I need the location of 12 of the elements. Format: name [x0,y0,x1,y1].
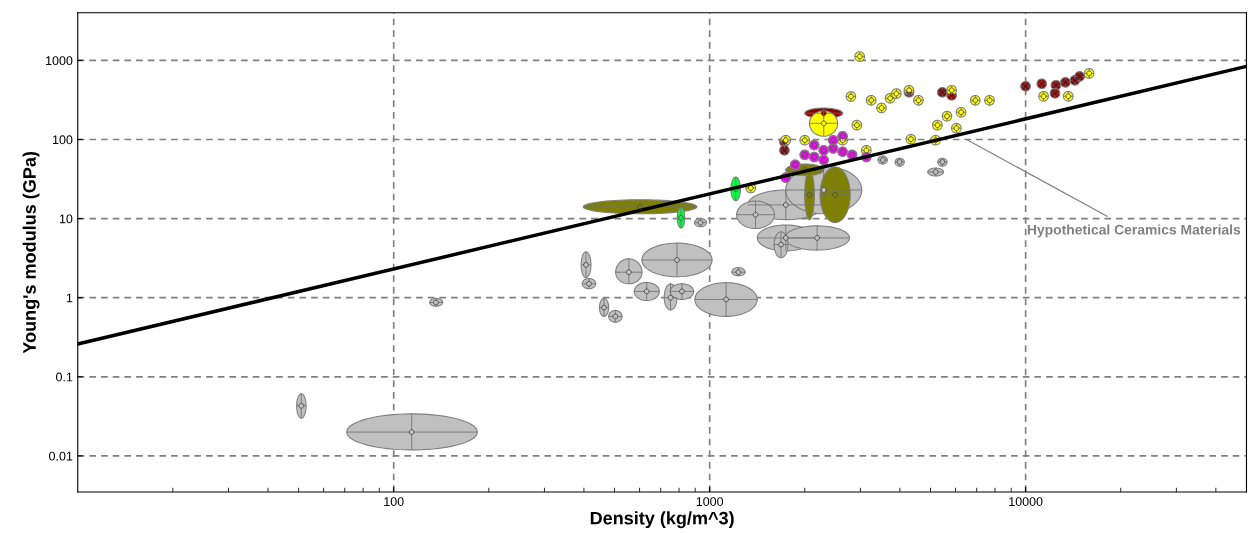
y-tick-label: 10 [59,214,73,224]
y-tick-label: 0.1 [56,372,73,382]
y-tick-label: 1000 [46,56,73,66]
x-tick-label: 10000 [1009,497,1043,506]
y-axis-title: Young's modulus (GPa) [22,151,40,354]
x-tick-label: 1000 [696,497,724,506]
x-axis-title: Density (kg/m^3) [590,511,734,529]
x-tick-label: 100 [384,497,404,506]
annotation: Hypothetical Ceramics Materials [1027,224,1241,238]
y-tick-label: 0.01 [49,451,73,461]
y-tick-label: 1 [66,293,73,303]
y-tick-label: 100 [52,135,73,145]
